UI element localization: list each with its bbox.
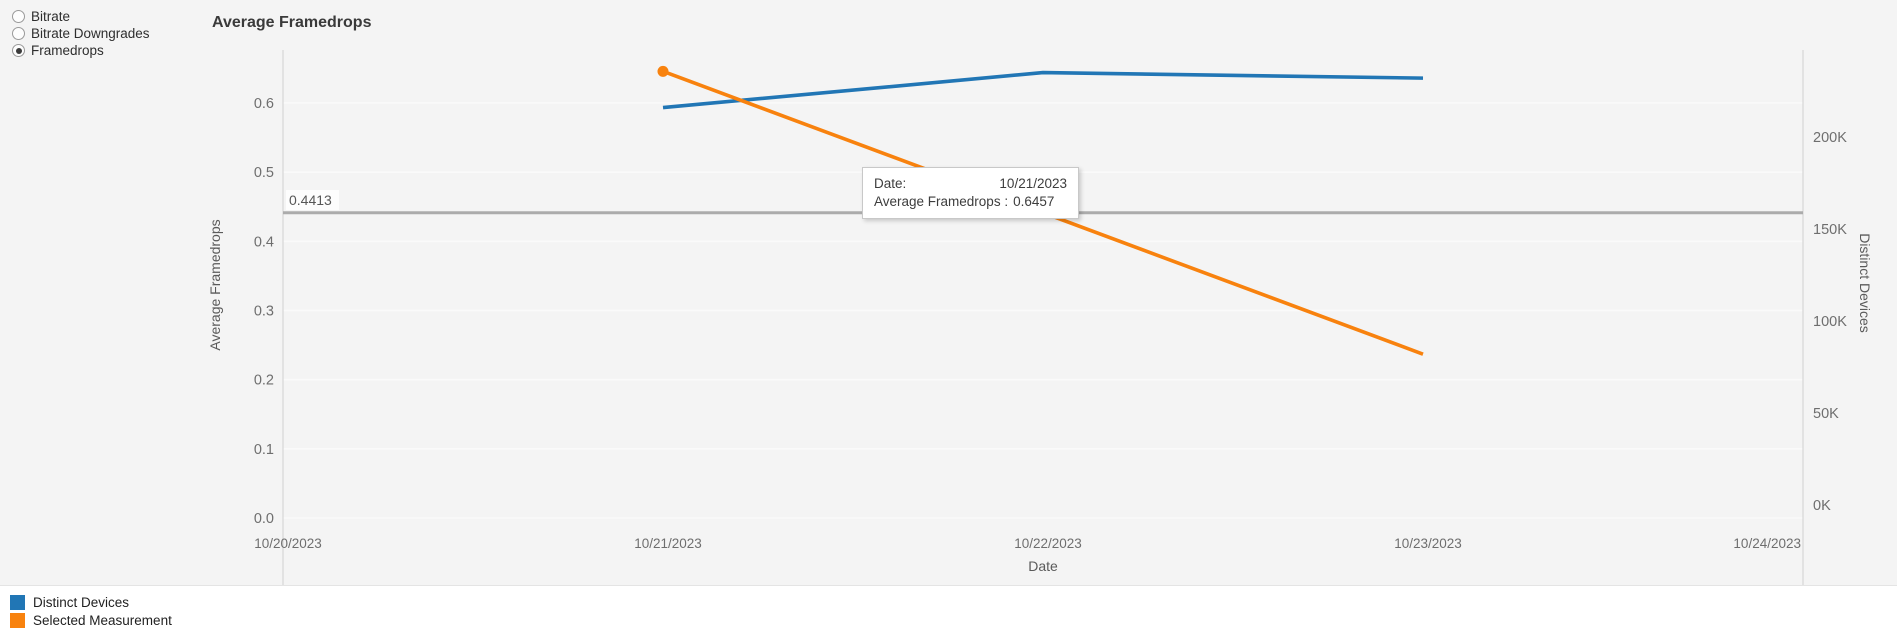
left-axis-tick-label: 0.5 <box>254 165 274 181</box>
plot-area[interactable]: 0.0 0.1 0.2 0.3 0.4 0.5 0.6 0K 50K 100K 150K 200K 10… <box>0 0 1897 585</box>
right-axis-tick-label: 100K <box>1813 314 1847 330</box>
chart-title: Average Framedrops <box>212 14 372 31</box>
legend-item-selected-measurement[interactable]: Selected Measurement <box>10 612 172 628</box>
left-axis-tick-label: 0.1 <box>254 442 274 458</box>
series-line-distinct-devices <box>662 70 1424 110</box>
tooltip-metric-row: Average Framedrops : 0.6457 <box>874 193 1067 211</box>
left-axis-tick-label: 0.2 <box>254 373 274 389</box>
left-axis-tick-label: 0.6 <box>254 96 274 112</box>
measurement-radio-group: Bitrate Bitrate Downgrades Framedrops <box>12 8 150 59</box>
radio-label: Bitrate Downgrades <box>31 26 150 41</box>
hover-marker <box>657 65 669 77</box>
x-axis-tick-label: 10/20/2023 <box>254 536 322 551</box>
right-axis-tick-label: 0K <box>1813 498 1831 514</box>
chart-canvas: Bitrate Bitrate Downgrades Framedrops Av… <box>0 0 1897 586</box>
x-axis-tick-label: 10/24/2023 <box>1733 536 1801 551</box>
left-axis-tick-label: 0.4 <box>254 234 274 250</box>
tooltip-metric-label: Average Framedrops : <box>874 194 1009 209</box>
legend-label: Distinct Devices <box>33 594 130 610</box>
x-axis-tick-label: 10/22/2023 <box>1014 536 1082 551</box>
legend-swatch-icon <box>10 594 25 610</box>
chart-tooltip: Date: 10/21/2023 Average Framedrops : 0.… <box>862 167 1079 219</box>
radio-framedrops[interactable]: Framedrops <box>12 42 150 59</box>
chart-legend: Distinct Devices Selected Measurement <box>10 594 172 628</box>
left-axis-tick-label: 0.0 <box>254 511 274 527</box>
tooltip-date-label: Date: <box>874 176 907 191</box>
tooltip-metric-value: 0.6457 <box>1013 194 1055 209</box>
average-line-label: 0.4413 <box>286 189 339 210</box>
radio-icon <box>12 44 25 57</box>
radio-bitrate-downgrades[interactable]: Bitrate Downgrades <box>12 25 150 42</box>
right-axis-title: Distinct Devices <box>1857 233 1873 333</box>
right-axis-tick-label: 50K <box>1813 406 1839 422</box>
x-axis-title: Date <box>1028 558 1058 574</box>
legend-label: Selected Measurement <box>33 612 172 628</box>
radio-bitrate[interactable]: Bitrate <box>12 8 150 25</box>
left-axis-title: Average Framedrops <box>207 219 223 350</box>
tooltip-date-value: 10/21/2023 <box>999 176 1067 191</box>
radio-label: Bitrate <box>31 9 71 24</box>
legend-item-distinct-devices[interactable]: Distinct Devices <box>10 594 172 610</box>
left-axis-tick-label: 0.3 <box>254 303 274 319</box>
radio-icon <box>12 27 25 40</box>
x-axis-tick-label: 10/21/2023 <box>634 536 702 551</box>
radio-icon <box>12 10 25 23</box>
tooltip-date-row: Date: 10/21/2023 <box>874 175 1067 193</box>
radio-label: Framedrops <box>31 43 104 58</box>
legend-swatch-icon <box>10 612 25 628</box>
x-axis-tick-label: 10/23/2023 <box>1394 536 1462 551</box>
right-axis-tick-label: 200K <box>1813 130 1847 146</box>
right-axis-tick-label: 150K <box>1813 222 1847 238</box>
